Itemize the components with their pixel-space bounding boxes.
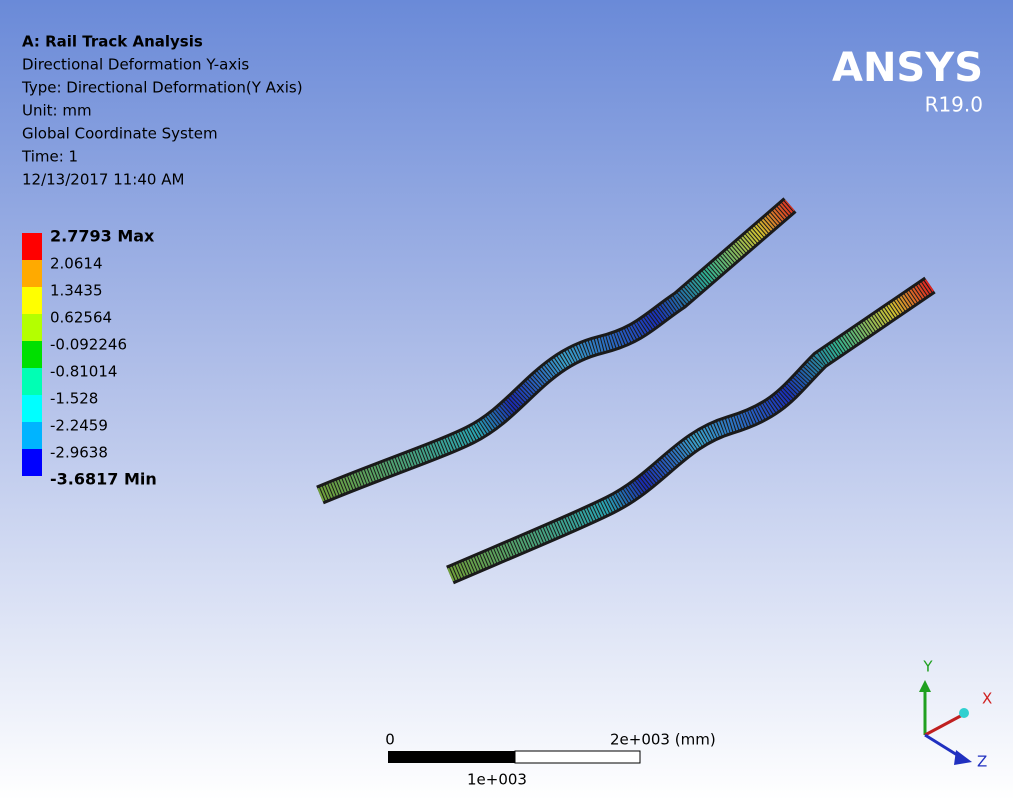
triad-sphere: [959, 708, 969, 718]
legend-swatch: [22, 422, 42, 449]
header-line: Type: Directional Deformation(Y Axis): [21, 79, 303, 97]
triad-x: X: [982, 690, 992, 708]
legend-swatch: [22, 287, 42, 314]
legend-label: -2.2459: [50, 417, 108, 435]
legend-label: 2.0614: [50, 255, 103, 273]
header-line: Time: 1: [21, 148, 78, 166]
scale-mid: 1e+003: [467, 771, 527, 789]
legend-swatch: [22, 449, 42, 476]
logo-version: R19.0: [925, 93, 983, 117]
scale-start: 0: [385, 731, 395, 749]
logo-name: ANSYS: [832, 45, 983, 91]
legend-label: 1.3435: [50, 282, 103, 300]
legend-label: -1.528: [50, 390, 98, 408]
legend-label: 2.7793 Max: [50, 227, 155, 246]
viewport: A: Rail Track Analysis Directional Defor…: [0, 0, 1013, 800]
legend-label: -0.81014: [50, 363, 117, 381]
triad-z: Z: [977, 753, 987, 771]
page: A: Rail Track Analysis Directional Defor…: [0, 0, 1013, 800]
legend-label: -2.9638: [50, 444, 108, 462]
legend-label: -0.092246: [50, 336, 127, 354]
legend-swatch: [22, 368, 42, 395]
legend-label: 0.62564: [50, 309, 112, 327]
legend-swatch: [22, 341, 42, 368]
legend-swatch: [22, 314, 42, 341]
scale-bar-black: [388, 751, 515, 763]
scale-bar-white: [515, 751, 640, 763]
header-line: Global Coordinate System: [22, 125, 218, 143]
legend-swatch: [22, 395, 42, 422]
header-line: Directional Deformation Y-axis: [22, 56, 249, 74]
scale-end: 2e+003 (mm): [610, 731, 716, 749]
header-line: 12/13/2017 11:40 AM: [22, 171, 184, 189]
header-line: Unit: mm: [22, 102, 92, 120]
legend-swatch: [22, 233, 42, 260]
header-title: A: Rail Track Analysis: [22, 33, 203, 51]
legend-swatch: [22, 260, 42, 287]
triad-y: Y: [922, 658, 933, 676]
legend-label: -3.6817 Min: [50, 470, 157, 489]
